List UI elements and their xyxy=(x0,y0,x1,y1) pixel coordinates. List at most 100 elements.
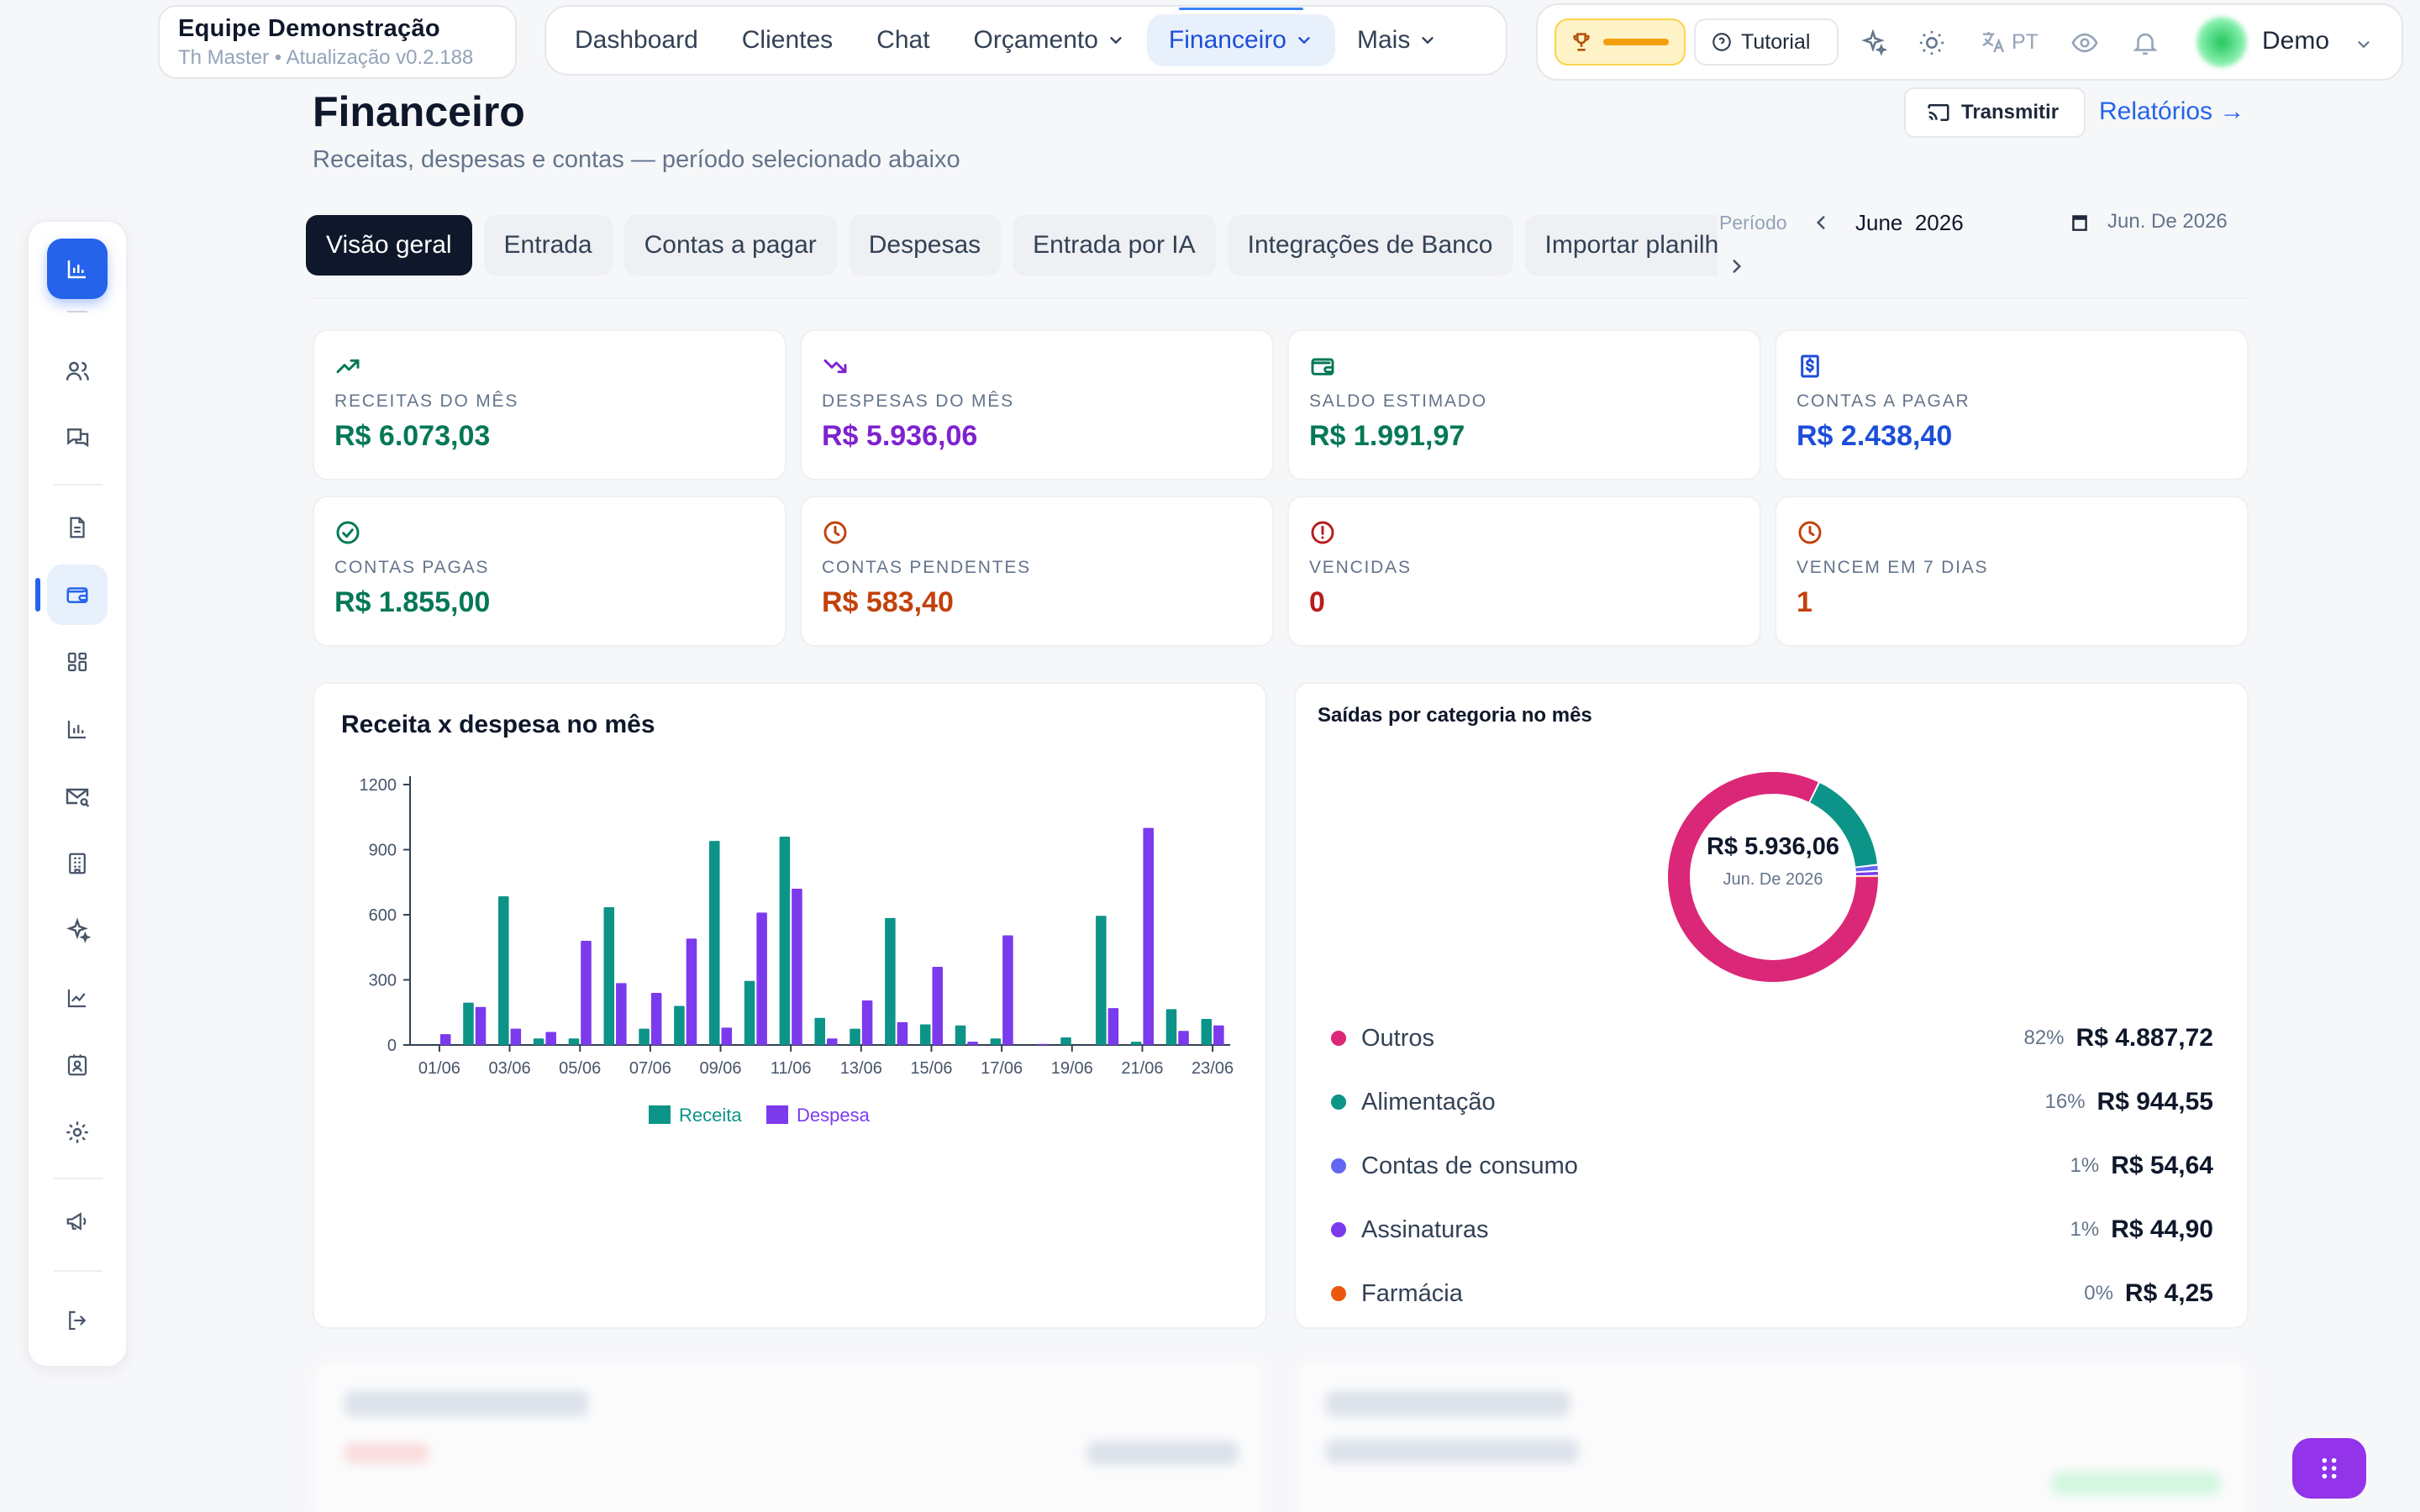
nav-chat[interactable]: Chat xyxy=(855,14,951,66)
category-legend-item: Assinaturas 1% R$ 44,90 xyxy=(1331,1213,2213,1247)
nav-clientes[interactable]: Clientes xyxy=(720,14,855,66)
tab-visao-geral[interactable]: Visão geral xyxy=(306,215,472,276)
user-name[interactable]: Demo xyxy=(2262,27,2330,55)
sidebar-item-clients[interactable] xyxy=(47,341,108,402)
sidebar-divider xyxy=(54,1270,103,1272)
stat-label: SALDO ESTIMADO xyxy=(1309,391,1487,411)
bar-despesa xyxy=(650,993,662,1045)
tab-despesas[interactable]: Despesas xyxy=(848,215,1002,276)
users-icon xyxy=(66,361,89,381)
tab-contas-a-pagar[interactable]: Contas a pagar xyxy=(623,215,837,276)
sidebar-item-documents[interactable] xyxy=(47,497,108,558)
bar-despesa xyxy=(792,889,802,1045)
stat-value: R$ 2.438,40 xyxy=(1797,420,1953,452)
tab-integracoes-banco[interactable]: Integrações de Banco xyxy=(1227,215,1513,276)
transmit-button[interactable]: Transmitir xyxy=(1904,87,2086,138)
bar-despesa xyxy=(686,938,697,1045)
sidebar-item-building[interactable] xyxy=(47,833,108,894)
bar-receita xyxy=(1201,1019,1213,1045)
apps-fab[interactable] xyxy=(2292,1438,2366,1499)
version-label: Th Master • Atualização v0.2.188 xyxy=(178,46,474,69)
check-circle-icon xyxy=(336,521,360,544)
bar-despesa xyxy=(756,912,767,1045)
nav-orcamento[interactable]: Orçamento xyxy=(952,14,1147,66)
sidebar-item-reports[interactable] xyxy=(47,699,108,759)
tutorial-label: Tutorial xyxy=(1741,29,1811,54)
category-percent: 0% xyxy=(2084,1282,2113,1305)
sidebar-item-settings[interactable] xyxy=(47,1102,108,1163)
transmit-label: Transmitir xyxy=(1961,101,2060,123)
placeholder-bar xyxy=(345,1443,429,1463)
legend-swatch xyxy=(649,1105,671,1124)
x-tick-label: 03/06 xyxy=(489,1059,531,1078)
x-tick-label: 05/06 xyxy=(559,1059,601,1078)
bar-despesa xyxy=(1213,1025,1224,1045)
x-tick-label: 19/06 xyxy=(1051,1059,1093,1078)
sidebar-item-email[interactable] xyxy=(47,766,108,827)
gamification-badge[interactable] xyxy=(1555,18,1686,66)
bar-receita xyxy=(603,906,615,1045)
logout-button[interactable] xyxy=(47,1290,108,1351)
blurred-card-right xyxy=(1294,1361,2249,1512)
sidebar-divider xyxy=(54,484,103,486)
language-switch[interactable]: PT xyxy=(1980,29,2039,55)
sparkles-icon[interactable] xyxy=(1859,29,1887,57)
calendar-icon[interactable] xyxy=(2069,212,2091,234)
sidebar-item-analytics[interactable] xyxy=(47,968,108,1028)
sidebar-item-contacts[interactable] xyxy=(47,1035,108,1095)
legend-dot xyxy=(1331,1158,1346,1173)
bell-icon[interactable] xyxy=(2131,29,2160,57)
sidebar-item-finance[interactable] xyxy=(47,564,108,625)
legend-label: Despesa xyxy=(797,1105,871,1126)
wallet-icon xyxy=(66,587,88,603)
section-divider xyxy=(313,297,2247,299)
bar-receita xyxy=(498,896,509,1045)
chevron-right-icon[interactable] xyxy=(1726,255,1748,277)
bar-receita xyxy=(533,1038,544,1045)
avatar[interactable] xyxy=(2196,17,2247,67)
tab-importar-planilha[interactable]: Importar planilha xyxy=(1524,215,1718,276)
sidebar-item-modules[interactable] xyxy=(47,632,108,692)
bar-despesa xyxy=(1143,827,1154,1045)
chart-title: Receita x despesa no mês xyxy=(341,711,655,738)
trending-down-icon xyxy=(823,359,847,374)
category-amount: R$ 44,90 xyxy=(2111,1215,2213,1243)
chevron-down-icon[interactable] xyxy=(2354,35,2373,54)
sun-icon[interactable] xyxy=(1918,29,1946,57)
category-chart-card: Saídas por categoria no mês R$ 5.936,06 … xyxy=(1294,682,2249,1329)
file-text-icon xyxy=(70,517,85,538)
sidebar-item-dashboard[interactable] xyxy=(47,239,108,299)
period-value[interactable]: June 2026 xyxy=(1855,210,1964,235)
sidebar xyxy=(27,220,128,1368)
bar-receita xyxy=(1130,1042,1142,1045)
language-label: PT xyxy=(2012,29,2039,54)
category-amount: R$ 944,55 xyxy=(2096,1088,2213,1116)
bar-receita xyxy=(779,837,791,1045)
sidebar-item-ai[interactable] xyxy=(47,900,108,961)
donut-title: Saídas por categoria no mês xyxy=(1318,704,1592,727)
active-indicator xyxy=(35,578,40,612)
category-legend-item: Alimentação 16% R$ 944,55 xyxy=(1331,1085,2213,1119)
chevron-left-icon[interactable] xyxy=(1810,212,1832,234)
stat-label: VENCIDAS xyxy=(1309,558,1412,577)
wallet-icon xyxy=(1311,358,1334,375)
nav-mais[interactable]: Mais xyxy=(1335,14,1459,66)
donut-center-label: Jun. De 2026 xyxy=(1723,870,1823,889)
y-tick-label: 0 xyxy=(387,1037,397,1055)
bar-receita xyxy=(568,1038,580,1045)
tutorial-button[interactable]: Tutorial xyxy=(1694,18,1839,66)
reports-link[interactable]: Relatórios → xyxy=(2099,97,2245,125)
sidebar-item-chat[interactable] xyxy=(47,408,108,469)
brand-card: Equipe Demonstração Th Master • Atualiza… xyxy=(158,5,517,79)
x-tick-label: 17/06 xyxy=(981,1059,1023,1078)
tab-entrada[interactable]: Entrada xyxy=(483,215,613,276)
x-tick-label: 15/06 xyxy=(910,1059,952,1078)
nav-financeiro[interactable]: Financeiro xyxy=(1146,8,1335,66)
period-date[interactable]: Jun. De 2026 xyxy=(2107,210,2228,233)
sidebar-item-announcements[interactable] xyxy=(47,1191,108,1252)
nav-dashboard[interactable]: Dashboard xyxy=(553,14,720,66)
eye-icon[interactable] xyxy=(2070,29,2099,57)
legend-dot xyxy=(1331,1286,1346,1301)
bar-despesa xyxy=(1037,1043,1049,1045)
tab-entrada-por-ia[interactable]: Entrada por IA xyxy=(1013,215,1216,276)
